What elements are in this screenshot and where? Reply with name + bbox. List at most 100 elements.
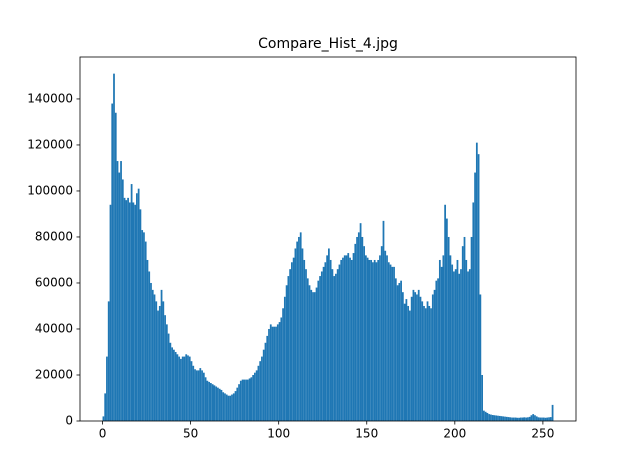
bar — [215, 386, 218, 421]
bar — [165, 324, 168, 421]
bar — [472, 202, 475, 421]
bar — [301, 248, 304, 421]
bar — [128, 202, 131, 421]
x-tick-label: 250 — [531, 427, 554, 441]
bar — [141, 230, 144, 421]
bar — [331, 269, 334, 421]
bar — [368, 259, 371, 421]
bar — [171, 347, 173, 421]
bar — [153, 294, 156, 421]
bar — [541, 417, 543, 421]
bar — [380, 246, 383, 421]
bar — [218, 388, 221, 421]
x-tick-label: 200 — [443, 427, 466, 441]
bar — [261, 356, 263, 421]
bar — [551, 404, 554, 421]
bar — [136, 193, 138, 421]
bar — [204, 377, 207, 421]
bar — [421, 301, 424, 421]
bar — [405, 299, 408, 421]
bar — [254, 372, 256, 421]
y-tick-label: 140000 — [27, 91, 73, 105]
bar — [137, 188, 140, 421]
bar — [361, 236, 364, 421]
bar — [160, 289, 163, 421]
bar — [481, 374, 483, 421]
bar — [347, 253, 350, 421]
bar — [245, 379, 247, 421]
bar — [486, 412, 489, 421]
bar — [549, 417, 552, 421]
bar — [534, 415, 536, 421]
bar — [364, 255, 367, 421]
bar — [201, 370, 203, 421]
bar — [342, 257, 344, 421]
bar — [437, 278, 439, 421]
bar — [328, 248, 330, 421]
bar — [382, 220, 385, 421]
x-tick-label: 0 — [99, 427, 107, 441]
bar — [511, 417, 513, 421]
bar — [176, 354, 179, 421]
bar — [463, 236, 466, 421]
bar — [308, 285, 311, 421]
bar — [167, 333, 170, 421]
axes-frame — [79, 56, 577, 422]
bar — [548, 417, 550, 421]
bar — [180, 358, 182, 421]
bar — [273, 326, 276, 421]
bar — [109, 204, 112, 421]
bar — [317, 280, 320, 421]
bar — [118, 172, 121, 421]
bar — [527, 417, 529, 421]
bar — [248, 378, 251, 421]
bar — [319, 276, 321, 421]
bar — [190, 361, 193, 421]
bar — [181, 356, 184, 421]
bar — [470, 236, 473, 421]
bar — [431, 294, 434, 421]
bar — [326, 255, 328, 421]
bar — [239, 380, 242, 421]
y-tick-label: 20000 — [35, 367, 73, 381]
bar — [111, 103, 114, 422]
y-tick-label: 40000 — [35, 321, 73, 335]
bar — [225, 394, 228, 421]
bar — [528, 416, 531, 421]
bar — [174, 351, 177, 421]
bar — [113, 73, 115, 421]
bar — [169, 342, 172, 421]
bar — [401, 292, 404, 421]
bar — [294, 248, 297, 421]
bar — [461, 246, 464, 421]
bar — [504, 416, 506, 421]
bar — [490, 414, 492, 421]
bar — [102, 416, 105, 421]
bar — [507, 417, 510, 421]
bar — [525, 417, 528, 421]
bar — [130, 184, 133, 421]
bar — [106, 356, 108, 421]
bar — [285, 285, 288, 421]
bar — [178, 356, 181, 421]
bar — [442, 255, 445, 421]
bar — [387, 262, 390, 421]
bar — [493, 415, 496, 421]
bar — [483, 410, 485, 421]
bar — [438, 259, 441, 421]
bar — [465, 259, 468, 421]
bar — [222, 392, 225, 421]
bar — [282, 308, 284, 421]
bar — [146, 259, 149, 421]
bar — [289, 269, 292, 421]
bar — [530, 415, 533, 421]
bar — [139, 209, 142, 421]
bar — [208, 381, 210, 421]
bar — [532, 414, 535, 421]
bar — [157, 310, 159, 421]
bar — [497, 415, 499, 421]
bar — [454, 269, 457, 421]
bar — [495, 415, 498, 421]
bar — [357, 232, 360, 421]
bar — [268, 328, 270, 421]
